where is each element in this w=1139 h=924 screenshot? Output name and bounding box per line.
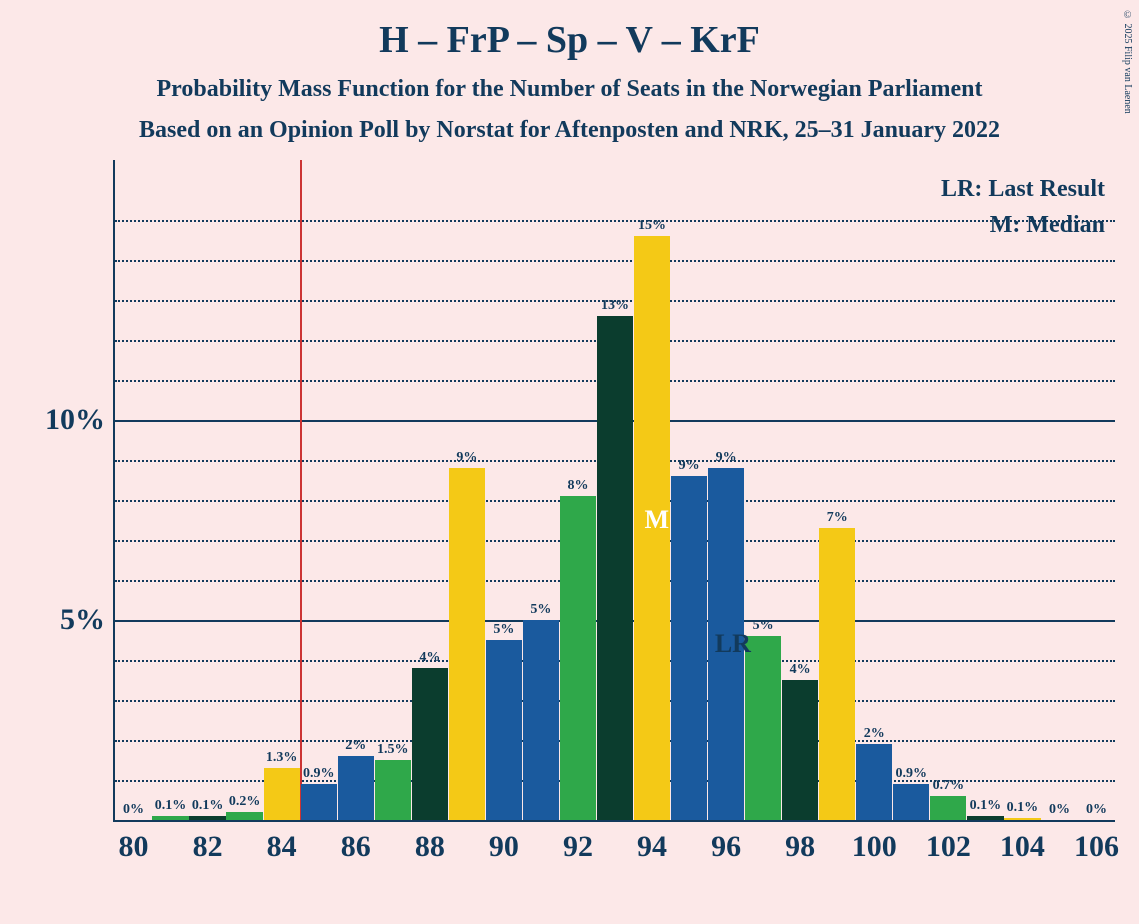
bar-value-label: 0.1% <box>155 798 187 814</box>
x-axis-label: 102 <box>926 830 971 864</box>
bar <box>597 316 633 820</box>
bar-value-label: 4% <box>419 650 440 666</box>
bar <box>782 680 818 820</box>
bar-value-label: 0.1% <box>1007 800 1039 816</box>
bar-value-label: 13% <box>601 298 629 314</box>
bar-value-label: 5% <box>530 602 551 618</box>
bar-value-label: 5% <box>753 618 774 634</box>
bar <box>967 816 1003 820</box>
bar <box>1004 818 1040 820</box>
bar <box>375 760 411 820</box>
chart-subtitle-1: Probability Mass Function for the Number… <box>0 76 1139 103</box>
bar <box>671 476 707 820</box>
x-axis-label: 82 <box>193 830 223 864</box>
bar-value-label: 2% <box>864 726 885 742</box>
bar-value-label: 8% <box>567 478 588 494</box>
x-axis-label: 96 <box>711 830 741 864</box>
gridline <box>115 260 1115 262</box>
x-axis-label: 90 <box>489 830 519 864</box>
x-axis-label: 88 <box>415 830 445 864</box>
bar-value-label: 1.5% <box>377 742 409 758</box>
x-axis-label: 104 <box>1000 830 1045 864</box>
bar-value-label: 7% <box>827 510 848 526</box>
x-axis-label: 94 <box>637 830 667 864</box>
bar-value-label: 0.9% <box>896 766 928 782</box>
gridline <box>115 220 1115 222</box>
bar-value-label: 0.1% <box>970 798 1002 814</box>
x-axis-label: 100 <box>852 830 897 864</box>
credit-text: © 2025 Filip van Laenen <box>1122 10 1133 114</box>
y-axis-label: 10% <box>45 403 105 437</box>
bar-value-label: 15% <box>638 218 666 234</box>
bar <box>189 816 225 820</box>
bar-value-label: 0% <box>1049 802 1070 818</box>
bar-value-label: 5% <box>493 622 514 638</box>
bar <box>338 756 374 820</box>
bar <box>893 784 929 820</box>
chart-plot-area: LR: Last Result M: Median 5%10%808284868… <box>115 200 1115 820</box>
bar-value-label: 9% <box>679 458 700 474</box>
bar-value-label: 0% <box>123 802 144 818</box>
bar <box>856 744 892 820</box>
x-axis-label: 84 <box>267 830 297 864</box>
last-result-line <box>300 160 302 820</box>
x-axis-label: 106 <box>1074 830 1119 864</box>
bar-value-label: 1.3% <box>266 750 298 766</box>
x-axis-label: 80 <box>119 830 149 864</box>
bar-value-label: 0.7% <box>933 778 965 794</box>
bar-value-label: 9% <box>716 450 737 466</box>
bar <box>152 816 188 820</box>
bar <box>745 636 781 820</box>
bar <box>226 812 262 820</box>
bar-value-label: 4% <box>790 662 811 678</box>
bar <box>449 468 485 820</box>
bar-value-label: 9% <box>456 450 477 466</box>
marker-label: LR <box>715 629 751 659</box>
x-axis-label: 98 <box>785 830 815 864</box>
y-axis-label: 5% <box>60 603 105 637</box>
bar <box>819 528 855 820</box>
marker-label: M <box>644 505 669 535</box>
bar <box>264 768 300 820</box>
bar-value-label: 0.2% <box>229 794 261 810</box>
bar <box>523 620 559 820</box>
x-axis-label: 92 <box>563 830 593 864</box>
chart-subtitle-2: Based on an Opinion Poll by Norstat for … <box>0 117 1139 144</box>
legend-lr: LR: Last Result <box>941 176 1105 203</box>
chart-title: H – FrP – Sp – V – KrF <box>0 0 1139 62</box>
bar-value-label: 2% <box>345 738 366 754</box>
bar <box>930 796 966 820</box>
bar-value-label: 0.9% <box>303 766 335 782</box>
bar <box>301 784 337 820</box>
bar-value-label: 0.1% <box>192 798 224 814</box>
bar-value-label: 0% <box>1086 802 1107 818</box>
bar <box>412 668 448 820</box>
bar <box>560 496 596 820</box>
x-axis-label: 86 <box>341 830 371 864</box>
bar <box>486 640 522 820</box>
